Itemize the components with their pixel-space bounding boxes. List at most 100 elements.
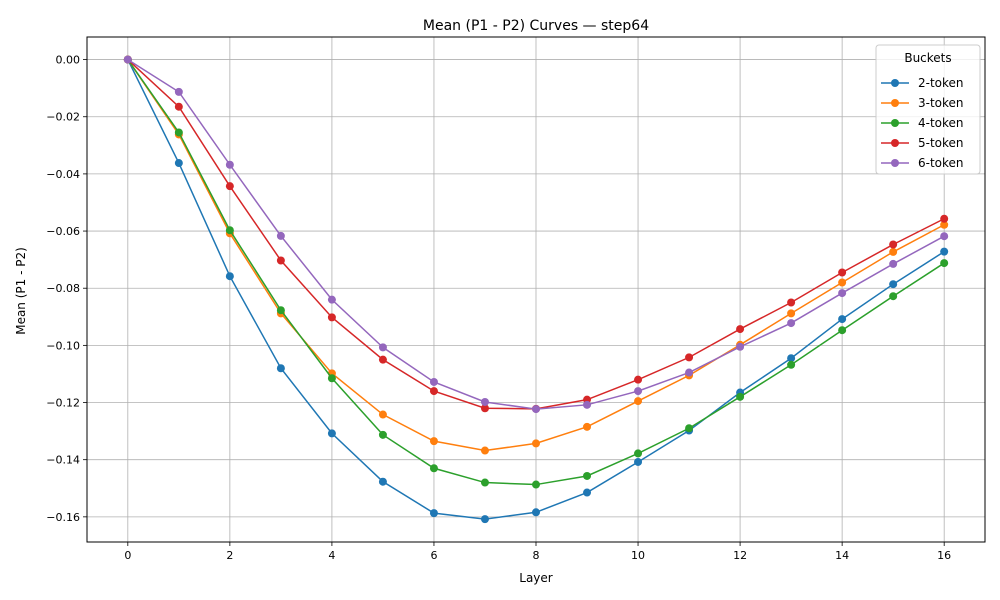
data-point-5-token xyxy=(634,375,643,384)
y-tick-label: −0.14 xyxy=(46,454,80,467)
legend-item-2-token: 2-token xyxy=(881,76,964,90)
legend-label-3-token: 3-token xyxy=(918,96,964,110)
data-point-4-token xyxy=(378,430,387,439)
data-point-2-token xyxy=(889,280,898,289)
y-tick-label: −0.08 xyxy=(46,282,80,295)
data-point-6-token xyxy=(378,343,387,352)
data-point-5-token xyxy=(736,325,745,334)
y-tick-label: −0.04 xyxy=(46,168,80,181)
data-point-6-token xyxy=(174,87,183,96)
data-point-5-token xyxy=(889,240,898,249)
data-point-5-token xyxy=(174,102,183,111)
legend-marker-2-token xyxy=(891,79,899,87)
data-point-6-token xyxy=(429,377,438,386)
data-point-3-token xyxy=(583,422,592,431)
data-point-3-token xyxy=(634,397,643,406)
data-point-2-token xyxy=(940,247,949,256)
data-point-4-token xyxy=(174,128,183,137)
data-point-3-token xyxy=(532,439,540,448)
data-point-5-token xyxy=(940,214,949,223)
data-point-4-token xyxy=(889,292,898,301)
series-layer xyxy=(123,55,949,524)
data-point-3-token xyxy=(940,220,949,229)
data-point-5-token xyxy=(429,387,438,396)
data-point-4-token xyxy=(685,424,694,433)
data-point-4-token xyxy=(327,374,336,383)
data-point-2-token xyxy=(634,457,643,466)
data-point-6-token xyxy=(123,55,132,64)
legend-marker-5-token xyxy=(891,139,899,147)
data-point-2-token xyxy=(378,477,387,486)
legend-label-2-token: 2-token xyxy=(918,76,964,90)
data-point-2-token xyxy=(429,509,438,518)
data-point-4-token xyxy=(480,478,489,487)
data-point-3-token xyxy=(889,247,898,256)
data-point-4-token xyxy=(583,471,592,480)
legend-item-6-token: 6-token xyxy=(881,156,964,170)
data-point-6-token xyxy=(787,319,796,328)
y-tick-label: −0.16 xyxy=(46,511,80,524)
x-tick-label: 8 xyxy=(533,549,540,562)
x-tick-label: 10 xyxy=(631,549,645,562)
data-point-5-token xyxy=(225,182,234,191)
legend-label-4-token: 4-token xyxy=(918,116,964,130)
data-point-2-token xyxy=(838,315,847,324)
data-point-6-token xyxy=(583,400,592,409)
x-tick-label: 14 xyxy=(835,549,849,562)
data-point-4-token xyxy=(838,326,847,335)
data-point-3-token xyxy=(787,309,796,318)
data-point-6-token xyxy=(276,231,285,240)
data-point-4-token xyxy=(429,464,438,473)
data-point-4-token xyxy=(634,449,643,458)
chart-title: Mean (P1 - P2) Curves — step64 xyxy=(423,18,649,34)
data-point-4-token xyxy=(787,360,796,369)
data-point-6-token xyxy=(736,342,745,351)
data-point-6-token xyxy=(685,368,694,377)
legend-marker-3-token xyxy=(891,99,899,107)
x-tick-label: 2 xyxy=(226,549,233,562)
legend-marker-4-token xyxy=(891,119,899,127)
data-point-4-token xyxy=(276,306,285,315)
x-tick-label: 16 xyxy=(937,549,951,562)
data-point-6-token xyxy=(889,259,898,268)
data-point-6-token xyxy=(532,405,540,414)
data-point-3-token xyxy=(838,278,847,287)
legend-title: Buckets xyxy=(904,51,951,65)
data-point-6-token xyxy=(225,160,234,169)
y-tick-label: 0.00 xyxy=(56,54,81,67)
data-point-4-token xyxy=(532,480,540,489)
x-tick-label: 12 xyxy=(733,549,747,562)
data-point-4-token xyxy=(940,259,949,268)
x-tick-label: 4 xyxy=(328,549,335,562)
data-point-2-token xyxy=(174,159,183,168)
y-tick-label: −0.02 xyxy=(46,111,80,124)
data-point-2-token xyxy=(787,354,796,363)
data-point-5-token xyxy=(276,256,285,265)
data-point-2-token xyxy=(327,429,336,438)
y-tick-label: −0.06 xyxy=(46,225,80,238)
data-point-2-token xyxy=(276,364,285,373)
legend-item-5-token: 5-token xyxy=(881,136,964,150)
data-point-6-token xyxy=(634,387,643,396)
x-tick-label: 6 xyxy=(430,549,437,562)
data-point-6-token xyxy=(940,232,949,241)
data-point-6-token xyxy=(327,295,336,304)
data-point-2-token xyxy=(532,508,540,517)
y-tick-label: −0.10 xyxy=(46,339,80,352)
data-point-4-token xyxy=(225,226,234,235)
data-point-2-token xyxy=(225,272,234,281)
legend-box xyxy=(875,44,981,175)
grid-lines xyxy=(87,37,985,542)
data-point-6-token xyxy=(480,397,489,406)
x-axis-label: Layer xyxy=(519,571,553,585)
legend-label-5-token: 5-token xyxy=(918,136,964,150)
data-point-5-token xyxy=(685,353,694,362)
data-point-4-token xyxy=(736,392,745,401)
x-axis-ticks: 0 2 4 6 8 10 12 14 16 xyxy=(124,542,951,562)
y-tick-label: −0.12 xyxy=(46,397,80,410)
data-point-2-token xyxy=(583,488,592,497)
data-point-5-token xyxy=(787,298,796,307)
legend-label-6-token: 6-token xyxy=(918,156,964,170)
data-point-5-token xyxy=(378,355,387,364)
